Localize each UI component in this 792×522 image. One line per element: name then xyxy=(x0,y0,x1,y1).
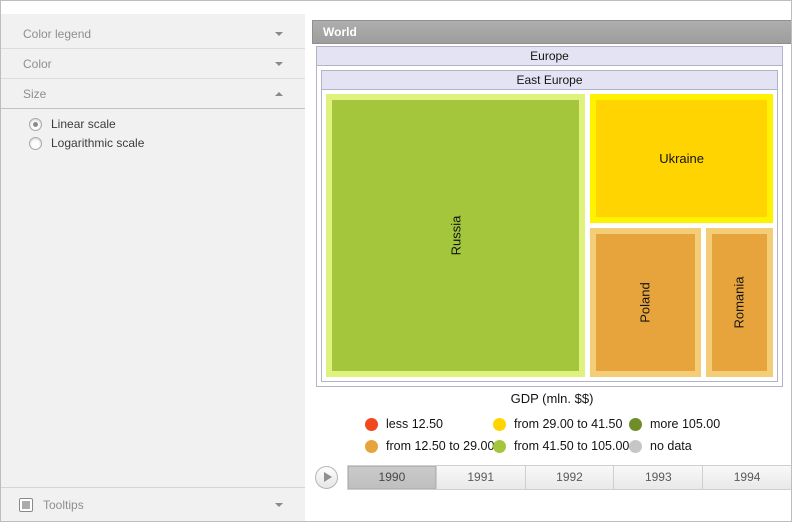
treemap-group-europe: Europe East Europe Russia Uk xyxy=(316,46,783,387)
cell-label-poland: Poland xyxy=(638,282,654,323)
legend-item-label: from 29.00 to 41.50 xyxy=(514,417,623,431)
settings-sidebar: Color legend Color Size Linear scale Log… xyxy=(1,14,305,521)
cell-label-ukraine: Ukraine xyxy=(659,150,705,166)
cell-fill-ukraine: Ukraine xyxy=(596,100,767,217)
treemap-header-east-europe[interactable]: East Europe xyxy=(322,71,777,90)
legend-color-dot xyxy=(493,439,506,453)
root-header-label: World xyxy=(323,25,357,39)
legend-item-less: less 12.50 xyxy=(365,417,493,431)
legend-item-12-29: from 12.50 to 29.00 xyxy=(365,439,495,453)
legend-item-label: more 105.00 xyxy=(650,417,721,431)
treemap-group-east-europe: East Europe Russia Ukraine xyxy=(321,70,778,382)
legend-item-41-105: from 41.50 to 105.00 xyxy=(493,439,629,453)
panel-header-color-legend[interactable]: Color legend xyxy=(1,19,305,49)
radio-label-linear: Linear scale xyxy=(51,117,116,131)
sidebar-spacer xyxy=(1,160,305,487)
radio-label-logarithmic: Logarithmic scale xyxy=(51,136,145,150)
year-button-1994[interactable]: 1994 xyxy=(703,465,791,489)
cell-fill-romania: Romania xyxy=(711,233,767,371)
play-icon xyxy=(323,472,332,482)
legend-color-dot xyxy=(365,439,378,453)
treemap-cell-poland[interactable]: Poland xyxy=(590,227,701,377)
year-buttons: 1990 1991 1992 1993 1994 xyxy=(347,464,791,490)
panel-header-color[interactable]: Color xyxy=(1,49,305,79)
year-button-1992[interactable]: 1992 xyxy=(525,465,615,489)
legend-color-dot xyxy=(365,417,378,431)
year-button-1991[interactable]: 1991 xyxy=(436,465,526,489)
legend-item-label: from 41.50 to 105.00 xyxy=(514,439,630,453)
cell-fill-russia: Russia xyxy=(332,100,580,371)
play-button[interactable] xyxy=(315,465,338,489)
legend-item-no-data: no data xyxy=(629,439,739,453)
legend-item-label: less 12.50 xyxy=(386,417,443,431)
treemap-cell-russia[interactable]: Russia xyxy=(326,94,586,377)
legend-grid: less 12.50 from 12.50 to 29.00 from 29.0… xyxy=(312,413,791,457)
tooltips-checkbox[interactable] xyxy=(19,497,33,512)
europe-content: East Europe Russia Ukraine xyxy=(317,66,782,386)
radio-linear-scale[interactable]: Linear scale xyxy=(29,117,305,131)
year-button-1993[interactable]: 1993 xyxy=(614,465,704,489)
treemap-cell-ukraine[interactable]: Ukraine xyxy=(590,94,773,223)
radio-logarithmic-scale[interactable]: Logarithmic scale xyxy=(29,136,305,150)
treemap-bottom-row: Poland Romania xyxy=(590,227,773,377)
legend-item-label: no data xyxy=(650,439,692,453)
chevron-down-icon xyxy=(275,502,283,507)
panel-label-size: Size xyxy=(23,86,47,101)
cell-label-russia: Russia xyxy=(448,215,464,256)
year-timeline: 1990 1991 1992 1993 1994 xyxy=(312,464,791,490)
radio-icon xyxy=(29,117,42,131)
legend-color-dot xyxy=(629,439,642,453)
color-legend: GDP (mln. $$) less 12.50 from 12.50 to 2… xyxy=(312,391,791,457)
chevron-up-icon xyxy=(275,91,283,96)
chevron-down-icon xyxy=(275,31,283,36)
panel-label-color: Color xyxy=(23,56,52,71)
panel-label-color-legend: Color legend xyxy=(23,26,92,41)
treemap-cell-romania[interactable]: Romania xyxy=(705,227,773,377)
chevron-down-icon xyxy=(275,61,283,66)
treemap-root-header[interactable]: World xyxy=(312,20,791,44)
legend-color-dot xyxy=(629,417,642,431)
panel-header-tooltips[interactable]: Tooltips xyxy=(1,487,305,521)
panel-header-size[interactable]: Size xyxy=(1,79,305,109)
size-panel-body: Linear scale Logarithmic scale xyxy=(1,109,305,160)
legend-color-dot xyxy=(493,417,506,431)
legend-item-more: more 105.00 xyxy=(629,417,739,431)
cell-fill-poland: Poland xyxy=(596,233,695,371)
panel-label-tooltips: Tooltips xyxy=(43,497,84,512)
legend-item-29-41: from 29.00 to 41.50 xyxy=(493,417,629,431)
treemap-header-europe[interactable]: Europe xyxy=(317,47,782,66)
treemap-cells: Russia Ukraine xyxy=(322,90,777,381)
radio-icon xyxy=(29,136,42,150)
year-button-1990[interactable]: 1990 xyxy=(348,465,437,489)
legend-title: GDP (mln. $$) xyxy=(510,391,594,406)
treemap: Europe East Europe Russia Uk xyxy=(316,46,783,387)
treemap-right-column: Ukraine Poland xyxy=(590,94,773,377)
legend-item-label: from 12.50 to 29.00 xyxy=(386,439,495,453)
cell-label-romania: Romania xyxy=(731,276,747,329)
